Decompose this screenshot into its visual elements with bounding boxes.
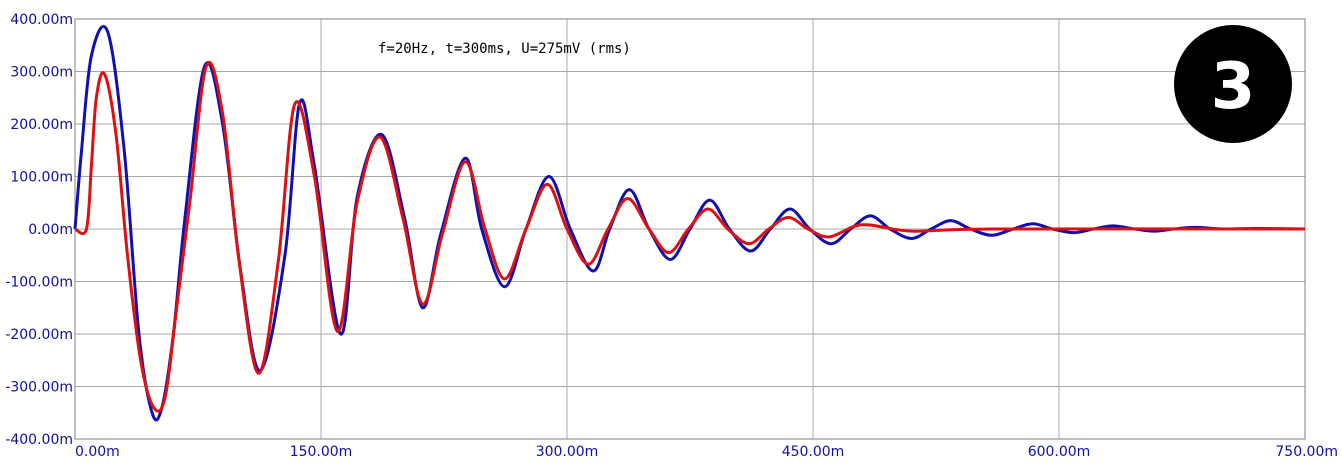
x-tick-label-4: 600.00m [1028,444,1091,460]
y-axis-tick-labels: 400.00m 300.00m 200.00m 100.00m 0.00m -100.00… [5,12,73,448]
y-tick-label-5: -100.00m [5,275,73,291]
y-tick-label-1: 300.00m [10,65,73,81]
x-tick-label-0: 0.00m [75,444,120,460]
x-tick-label-5: 750.00m [1275,444,1338,460]
y-tick-label-0: 400.00m [10,12,73,28]
badge-circle [1174,25,1292,143]
y-tick-label-6: -200.00m [5,327,73,343]
badge: 3 [1174,25,1292,143]
x-tick-label-1: 150.00m [290,444,353,460]
x-tick-label-2: 300.00m [536,444,599,460]
series-line-0 [73,24,1306,422]
y-tick-label-2: 200.00m [10,117,73,133]
annotation-text: f=20Hz, t=300ms, U=275mV (rms) [378,41,631,57]
y-tick-label-8: -400.00m [5,432,73,448]
y-tick-label-7: -300.00m [5,380,73,396]
series-line-1 [74,60,1306,413]
x-axis-tick-labels: 0.00m 150.00m 300.00m 450.00m 600.00m 750.00m [75,444,1338,460]
x-tick-label-3: 450.00m [782,444,845,460]
y-tick-label-4: 0.00m [28,222,73,238]
y-tick-label-3: 100.00m [10,170,73,186]
series-layer [73,24,1306,422]
badge-number: 3 [1211,50,1256,124]
